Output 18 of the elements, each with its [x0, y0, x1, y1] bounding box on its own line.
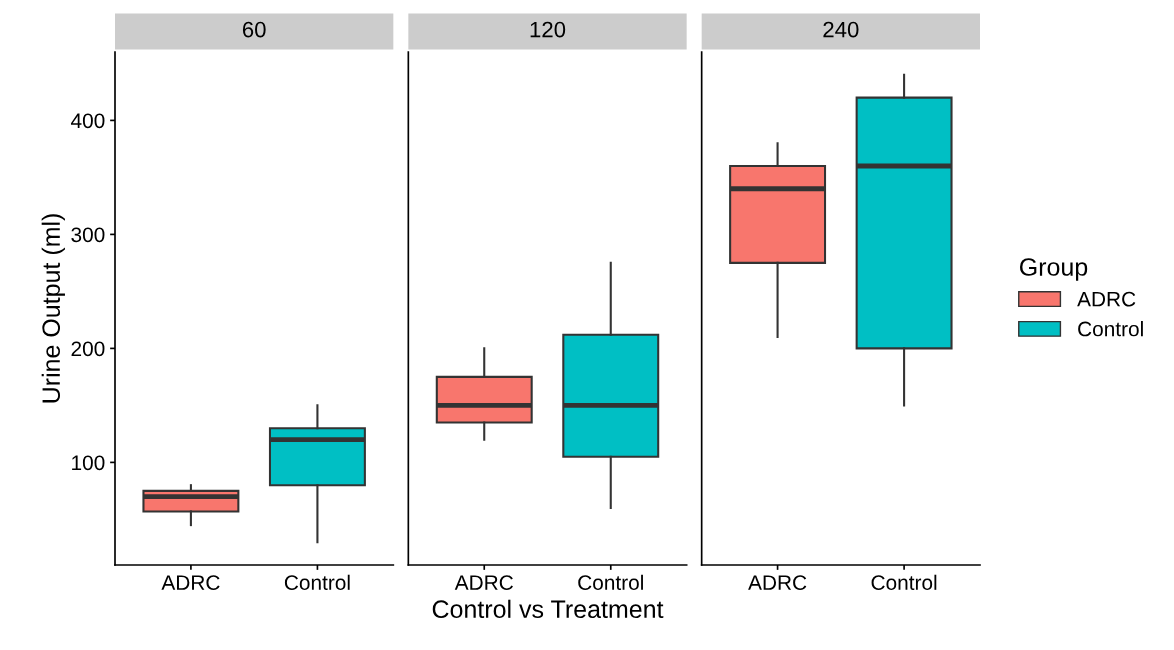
y-tick-label: 100	[72, 455, 105, 471]
y-axis-title: Urine Output (ml)	[41, 214, 65, 403]
y-tick-label: 300	[71, 227, 105, 243]
x-tick-label: ADRC	[161, 575, 220, 591]
legend-label: ADRC	[1077, 291, 1136, 307]
x-axis-title: Control vs Treatment	[432, 599, 664, 619]
chart-title: 60	[242, 21, 266, 38]
legend-title: Group	[1020, 258, 1088, 281]
chart-title: 240	[823, 21, 859, 38]
x-tick-label: Control	[578, 574, 643, 591]
x-tick-label: ADRC	[748, 575, 807, 591]
y-tick-label: 200	[71, 341, 105, 357]
y-tick-label: 400	[71, 113, 105, 129]
x-tick-label: ADRC	[454, 575, 513, 591]
legend-label: Control	[1078, 321, 1143, 337]
x-tick-label: Control	[284, 574, 350, 591]
x-tick-label: Control	[871, 574, 937, 591]
chart-title: 120	[530, 21, 566, 38]
